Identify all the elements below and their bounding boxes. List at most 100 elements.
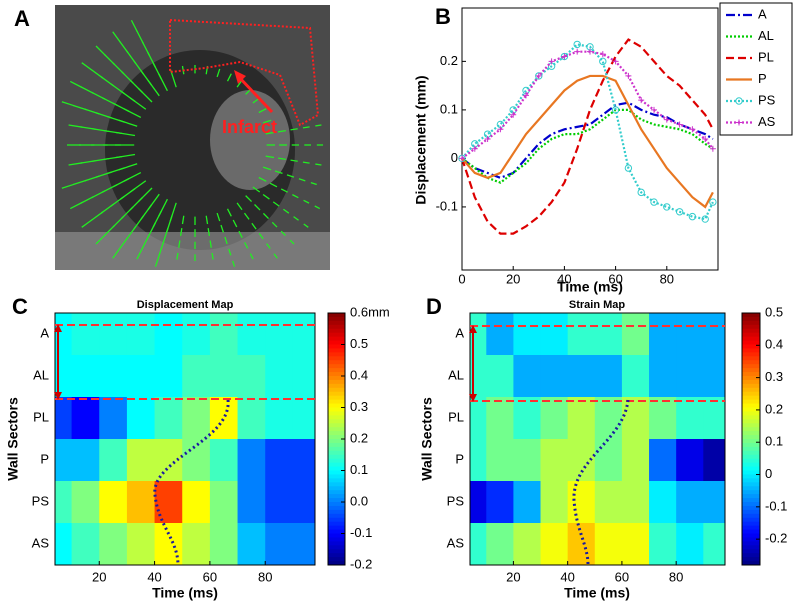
heatmap-cell: [55, 523, 73, 566]
colorbar-tick-label: 0.2: [765, 401, 783, 416]
series-line: [461, 43, 714, 221]
colorbar: [328, 313, 345, 318]
motion-vector: [314, 205, 321, 210]
marker: [611, 106, 620, 114]
heatmap-cell: [292, 313, 316, 356]
legend: [719, 2, 793, 136]
motion-vector: [262, 193, 270, 200]
heatmap-cell: [567, 481, 596, 524]
colorbar: [742, 474, 760, 479]
motion-vector: [61, 183, 75, 189]
heatmap-cell: [237, 523, 266, 566]
motion-vector: [258, 233, 264, 240]
heatmap-cell: [209, 481, 239, 524]
motion-vector: [272, 201, 280, 207]
y-axis-label: Wall Sectors: [5, 397, 21, 481]
motion-vector: [298, 178, 306, 182]
heatmap-cell: [703, 481, 726, 524]
marker: [599, 57, 607, 66]
heatmap-cell: [237, 439, 266, 482]
heatmap-cell: [676, 313, 704, 356]
motion-vector: [119, 41, 129, 54]
colorbar: [328, 407, 345, 412]
heatmap-cell: [71, 355, 100, 398]
motion-vector: [211, 252, 214, 260]
colorbar: [328, 383, 345, 389]
colorbar: [328, 462, 345, 468]
heatmap-cell: [703, 313, 726, 356]
motion-vector: [136, 246, 144, 260]
motion-vector: [80, 126, 96, 130]
heatmap-cell: [265, 397, 294, 440]
heatmap-cell: [182, 481, 211, 524]
colorbar-tick-label: 0.2: [350, 430, 368, 445]
heatmap-cell: [621, 481, 650, 524]
x-tick-label: 40: [147, 569, 161, 584]
colorbar: [328, 340, 345, 345]
heatmap-cell: [649, 481, 677, 524]
x-tick-label: 60: [608, 271, 622, 286]
marker: [688, 212, 697, 221]
marker: [702, 136, 709, 142]
motion-vector: [280, 230, 286, 236]
colorbar: [742, 379, 760, 385]
heatmap-cell: [99, 313, 128, 356]
colorbar: [742, 442, 760, 448]
motion-vector: [286, 174, 295, 178]
colorbar-tick-label: -0.1: [765, 498, 787, 513]
motion-vector: [73, 179, 87, 186]
y-tick-label: AL: [33, 367, 49, 382]
heatmap-cell: [486, 439, 514, 482]
marker: [650, 198, 658, 206]
motion-vector: [112, 31, 121, 43]
colorbar: [328, 494, 345, 499]
colorbar: [742, 561, 760, 566]
heatmap-cell: [513, 481, 542, 524]
motion-vector: [91, 190, 106, 199]
legend-label: PS: [758, 92, 776, 107]
colorbar: [328, 364, 345, 369]
colorbar-tick-label: 0.5: [350, 336, 368, 351]
motion-vector: [252, 186, 261, 193]
colorbar: [328, 549, 345, 554]
heatmap-cell: [567, 523, 596, 566]
colorbar-tick-label: 0.5: [765, 304, 783, 319]
motion-vector: [207, 228, 211, 236]
echo-image: [55, 5, 330, 270]
propagation-curve: [153, 399, 230, 566]
motion-vector: [95, 45, 106, 56]
x-axis-label: Time (ms): [152, 585, 218, 601]
heatmap-cell: [513, 313, 542, 356]
heatmap-cell: [182, 523, 211, 566]
motion-vector: [290, 128, 298, 131]
y-axis-label: Wall Sectors: [419, 397, 435, 481]
colorbar: [328, 478, 345, 483]
marker: [548, 58, 555, 65]
motion-vector: [80, 160, 96, 164]
heatmap-cell: [703, 439, 726, 482]
motion-vector: [251, 222, 257, 230]
colorbar: [328, 454, 345, 460]
colorbar: [328, 482, 345, 487]
heatmap-cell: [182, 397, 211, 440]
y-tick-label: -0.1: [436, 198, 458, 213]
colorbar: [742, 462, 760, 468]
colorbar: [328, 533, 345, 538]
heatmap-cell: [649, 313, 677, 356]
heatmap-cell: [209, 523, 239, 566]
colorbar: [328, 486, 345, 491]
colorbar: [328, 360, 345, 365]
motion-vector: [80, 86, 94, 94]
heatmap-cell: [470, 523, 487, 566]
heatmap-cell: [265, 313, 294, 356]
motion-vector: [265, 131, 275, 135]
colorbar: [742, 541, 760, 546]
y-tick-label: 0: [451, 150, 458, 165]
infarct-arrowhead: [234, 70, 246, 84]
x-tick-label: 0: [458, 271, 465, 286]
motion-vector: [278, 157, 286, 161]
motion-vector: [141, 41, 150, 56]
heatmap-cell: [126, 313, 156, 356]
colorbar-tick-label: 0.0: [350, 493, 368, 508]
heatmap-cell: [594, 355, 623, 398]
